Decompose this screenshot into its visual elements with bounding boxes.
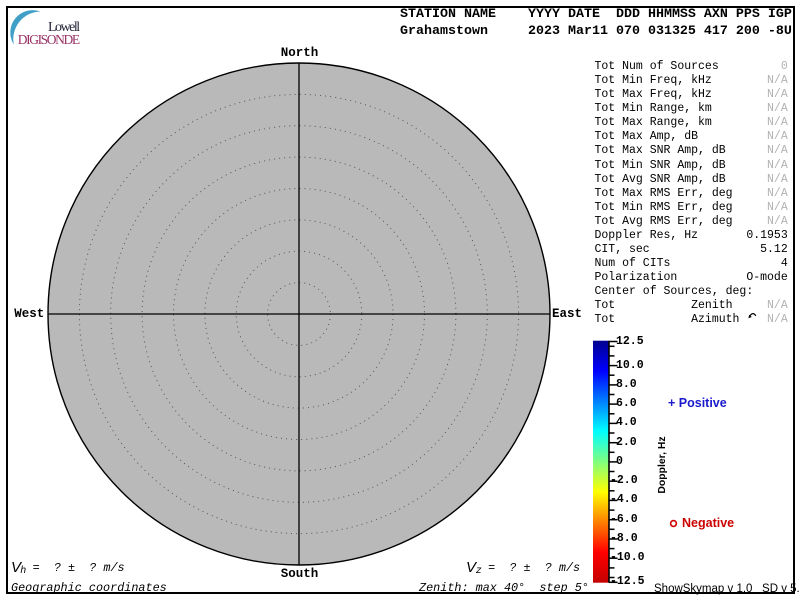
svg-text:Doppler, Hz: Doppler, Hz [657, 436, 668, 493]
